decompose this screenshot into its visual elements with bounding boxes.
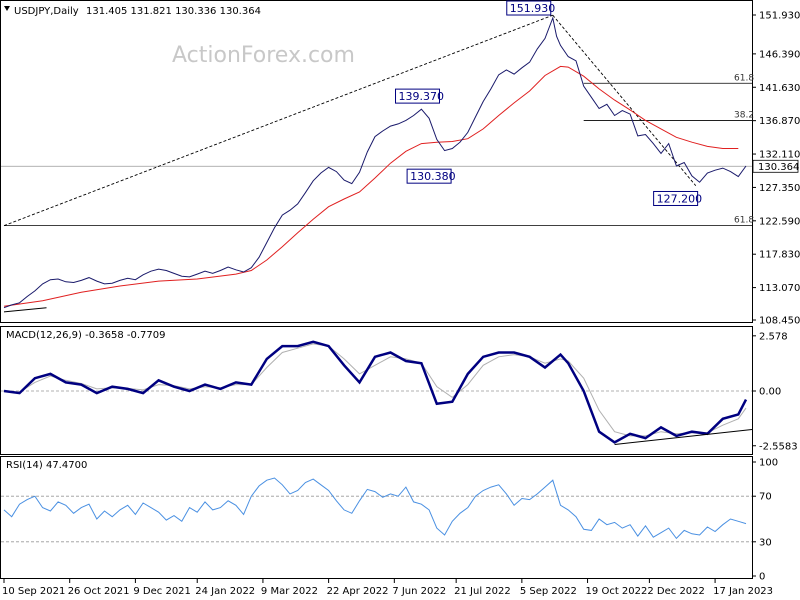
- x-tick-label: 2 Dec 2022: [647, 586, 705, 597]
- x-tick-label: 24 Jan 2022: [195, 586, 255, 597]
- watermark: ActionForex.com: [172, 43, 355, 68]
- x-tick-label: 10 Sep 2021: [2, 586, 65, 597]
- macd-y-tick-label: 2.578: [759, 331, 788, 342]
- price-annotation-label: 130.380: [410, 170, 456, 183]
- price-y-tick-label: 132.110: [759, 150, 800, 161]
- down-dashed-trendline: [552, 14, 697, 186]
- x-tick-label: 9 Mar 2022: [261, 586, 318, 597]
- price-y-axis: 151.930 146.390 141.630 136.870 132.110 127.3…: [752, 11, 800, 327]
- price-header-ohlc: 131.405 131.821 130.336 130.364: [86, 6, 261, 17]
- fib-level-label: 38.2: [734, 110, 754, 120]
- start-support-line: [3, 307, 47, 313]
- rsi-y-tick-label: 30: [759, 537, 772, 548]
- current-price-marker: 130.364: [752, 159, 799, 173]
- price-y-tick-label: 151.930: [759, 11, 800, 22]
- price-annotation-box: [395, 88, 441, 104]
- price-annotation-box: [406, 168, 452, 184]
- price-panel-frame: [0, 0, 753, 323]
- price-header: USDJPY,Daily 131.405 131.821 130.336 130…: [4, 6, 261, 17]
- macd-trendline: [614, 429, 753, 446]
- price-y-tick-label: 117.830: [759, 250, 800, 261]
- fib-level-label: 61.8: [734, 216, 754, 226]
- x-tick-label: 9 Dec 2021: [133, 586, 191, 597]
- x-tick-label: 26 Oct 2021: [68, 586, 130, 597]
- fib-level-label: 61.8: [734, 73, 754, 83]
- macd-line: [3, 340, 748, 444]
- price-annotations: 151.930 139.370 130.380 127.200: [395, 0, 703, 206]
- price-annotation-label: 127.200: [657, 192, 703, 205]
- rsi-y-tick-label: 100: [759, 458, 778, 469]
- price-y-tick-label: 113.070: [759, 283, 800, 294]
- macd-y-tick-label: -2.5583: [759, 441, 798, 452]
- price-y-tick-label: 127.350: [759, 183, 800, 194]
- x-tick-label: 5 Sep 2022: [520, 586, 577, 597]
- rsi-line: [3, 477, 747, 540]
- price-y-tick-label: 141.630: [759, 83, 800, 94]
- price-y-tick-label: 122.590: [759, 216, 800, 227]
- fib-levels: 61.8 38.2 61.8: [1, 73, 754, 227]
- rsi-y-tick-label: 70: [759, 492, 772, 503]
- rsi-y-tick-label: 0: [759, 572, 765, 583]
- x-tick-label: 7 Jun 2022: [392, 586, 446, 597]
- price-annotation-label: 151.930: [510, 2, 556, 15]
- trendlines: [3, 14, 697, 313]
- header-arrow-icon: [4, 6, 10, 11]
- long-dashed-trendline: [3, 14, 553, 227]
- price-y-tick-label: 136.870: [759, 116, 800, 127]
- macd-y-axis: 2.578 0.00 -2.5583: [1, 331, 798, 452]
- price-header-symbol: USDJPY,Daily: [14, 6, 79, 17]
- price-annotation-label: 139.370: [399, 90, 445, 103]
- moving-average-line: [3, 65, 739, 307]
- macd-header: MACD(12,26,9) -0.3658 -0.7709: [6, 330, 166, 341]
- price-y-tick-label: 146.390: [759, 49, 800, 60]
- price-y-tick-label: 108.450: [759, 316, 800, 327]
- current-price-label: 130.364: [758, 162, 799, 173]
- macd-y-tick-label: 0.00: [759, 387, 781, 398]
- x-tick-label: 17 Jan 2023: [713, 586, 773, 597]
- price-annotation-box: [653, 190, 699, 206]
- price-line: [3, 16, 747, 309]
- rsi-panel-frame: [0, 456, 753, 579]
- current-price-tag: [752, 159, 799, 173]
- price-annotation-box: [506, 0, 552, 16]
- x-tick-label: 22 Apr 2022: [327, 586, 389, 597]
- x-tick-label: 19 Oct 2022: [586, 586, 648, 597]
- rsi-y-axis: 100 70 30 0: [1, 458, 778, 583]
- x-axis: 10 Sep 2021 26 Oct 2021 9 Dec 2021 24 Jan 2…: [2, 579, 773, 597]
- x-tick-label: 21 Jul 2022: [454, 586, 511, 597]
- rsi-header: RSI(14) 47.4700: [6, 460, 87, 471]
